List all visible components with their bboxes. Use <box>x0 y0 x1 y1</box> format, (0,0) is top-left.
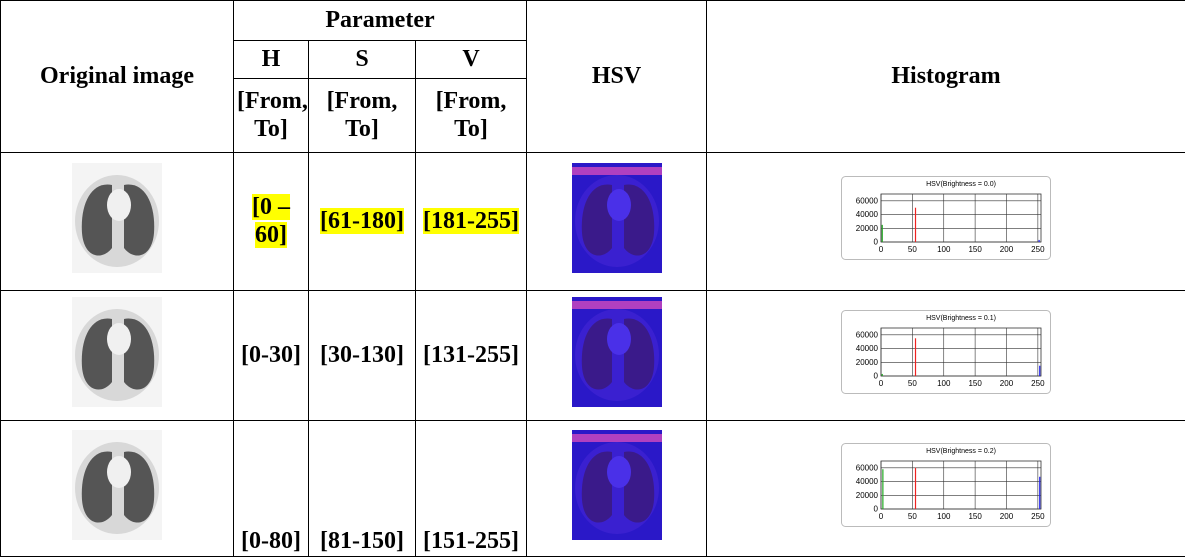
image-stripe <box>572 301 662 309</box>
param-cell: [151-255] <box>416 421 527 557</box>
histogram-title: HSV(Brightness = 0.1) <box>926 315 996 322</box>
header-parameter: Parameter <box>234 1 527 41</box>
header-range: [From, To] <box>416 79 527 153</box>
hsv-cell <box>527 291 707 421</box>
y-tick-label: 60000 <box>856 330 879 339</box>
original-cell <box>1 421 234 557</box>
heart <box>607 323 631 355</box>
x-tick-label: 200 <box>1000 512 1014 521</box>
x-tick-label: 250 <box>1031 379 1045 388</box>
image-stripe <box>572 167 662 175</box>
x-tick-label: 150 <box>968 512 982 521</box>
heart <box>107 456 131 488</box>
param-cell: [0 – 60] <box>234 153 309 291</box>
image-stripe <box>572 434 662 442</box>
header-histogram: Histogram <box>707 1 1185 153</box>
param-cell: [0-80] <box>234 421 309 557</box>
original-image <box>72 163 162 273</box>
heart <box>607 456 631 488</box>
x-tick-label: 150 <box>968 379 982 388</box>
heart <box>107 189 131 221</box>
hsv-image <box>572 163 662 273</box>
data-row: [0 – 60] [61-180] [181-255] HSV(Brightness … <box>1 153 1185 291</box>
heart <box>607 189 631 221</box>
heart <box>107 323 131 355</box>
x-tick-label: 50 <box>908 379 917 388</box>
y-tick-label: 60000 <box>856 463 879 472</box>
y-tick-label: 40000 <box>856 344 879 353</box>
header-s: S <box>309 41 416 79</box>
param-cell: [181-255] <box>416 153 527 291</box>
original-cell <box>1 291 234 421</box>
param-cell: [30-130] <box>309 291 416 421</box>
header-v: V <box>416 41 527 79</box>
param-value: [0 – 60] <box>252 194 290 248</box>
hsv-cell <box>527 421 707 557</box>
histogram-title: HSV(Brightness = 0.2) <box>926 448 996 455</box>
x-tick-label: 200 <box>1000 245 1014 254</box>
x-tick-label: 100 <box>937 379 951 388</box>
param-value: [131-255] <box>423 342 519 368</box>
y-tick-label: 40000 <box>856 210 879 219</box>
param-cell: [81-150] <box>309 421 416 557</box>
param-value: [181-255] <box>423 208 519 234</box>
x-tick-label: 50 <box>908 245 917 254</box>
data-row: [0-80] [81-150] [151-255] HSV(Brightness = … <box>1 421 1185 557</box>
original-image <box>72 430 162 540</box>
x-tick-label: 100 <box>937 245 951 254</box>
param-value: [0-80] <box>241 528 301 554</box>
y-tick-label: 20000 <box>856 357 879 366</box>
data-row: [0-30] [30-130] [131-255] HSV(Brightness = … <box>1 291 1185 421</box>
hsv-cell <box>527 153 707 291</box>
hsv-image <box>572 297 662 407</box>
param-value: [30-130] <box>320 342 404 368</box>
x-tick-label: 0 <box>879 512 884 521</box>
original-image <box>72 297 162 407</box>
param-value: [0-30] <box>241 342 301 368</box>
header-h: H <box>234 41 309 79</box>
hsv-image <box>572 430 662 540</box>
histogram-title: HSV(Brightness = 0.0) <box>926 181 996 188</box>
x-tick-label: 50 <box>908 512 917 521</box>
x-tick-label: 250 <box>1031 512 1045 521</box>
x-tick-label: 200 <box>1000 379 1014 388</box>
y-tick-label: 20000 <box>856 490 879 499</box>
param-cell: [61-180] <box>309 153 416 291</box>
param-cell: [0-30] <box>234 291 309 421</box>
param-value: [61-180] <box>320 208 404 234</box>
results-table: Original image Parameter HSV Histogram H… <box>0 0 1185 557</box>
x-tick-label: 150 <box>968 245 982 254</box>
y-tick-label: 60000 <box>856 196 879 205</box>
param-value: [151-255] <box>423 528 519 554</box>
header-range: [From, To] <box>234 79 309 153</box>
y-tick-label: 40000 <box>856 477 879 486</box>
original-cell <box>1 153 234 291</box>
param-cell: [131-255] <box>416 291 527 421</box>
x-tick-label: 100 <box>937 512 951 521</box>
x-tick-label: 250 <box>1031 245 1045 254</box>
header-original: Original image <box>1 1 234 153</box>
x-tick-label: 0 <box>879 379 884 388</box>
x-tick-label: 0 <box>879 245 884 254</box>
header-range: [From, To] <box>309 79 416 153</box>
header-hsv: HSV <box>527 1 707 153</box>
param-value: [81-150] <box>320 528 404 554</box>
y-tick-label: 20000 <box>856 223 879 232</box>
